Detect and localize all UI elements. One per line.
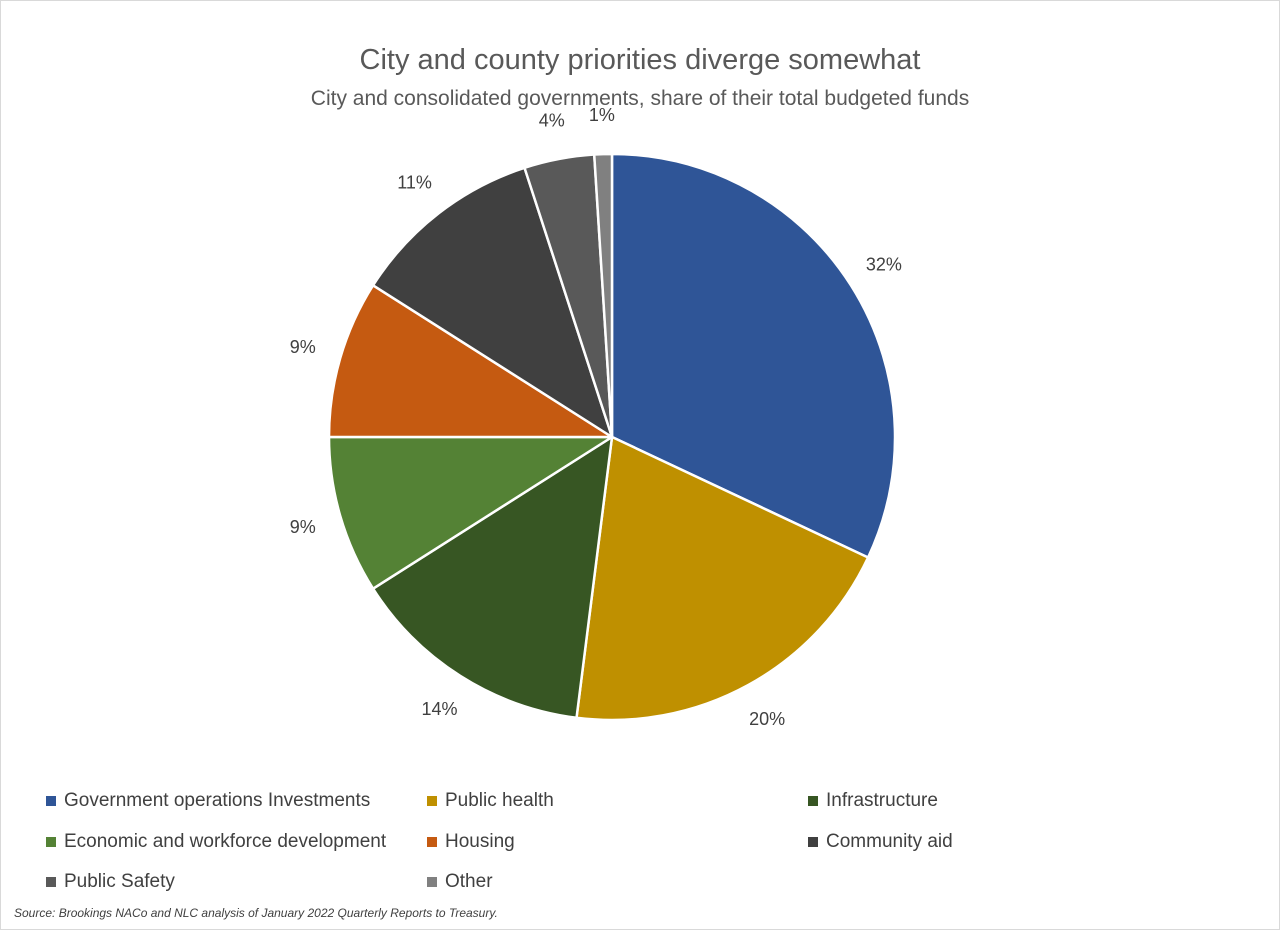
legend-swatch — [427, 877, 437, 887]
pie-slice-other — [592, 152, 614, 439]
legend-item: Infrastructure — [808, 789, 938, 813]
pie-slice-infrastructure — [371, 435, 614, 720]
legend-label: Housing — [445, 831, 515, 852]
chart-title: City and county priorities diverge somew… — [359, 44, 921, 76]
data-label: 11% — [397, 173, 432, 193]
data-label: 9% — [290, 517, 316, 537]
legend-item: Other — [427, 870, 493, 894]
legend-label: Infrastructure — [826, 790, 938, 811]
legend-label: Government operations Investments — [64, 790, 371, 811]
data-label: 14% — [421, 699, 457, 719]
pie-slice-economic-and-workforce-development — [327, 435, 614, 590]
legend-label: Public health — [445, 790, 554, 811]
legend-item: Community aid — [808, 830, 953, 854]
legend-swatch — [808, 837, 818, 847]
legend-swatch — [808, 796, 818, 806]
legend-item: Economic and workforce development — [46, 830, 386, 854]
legend-label: Economic and workforce development — [64, 831, 387, 852]
data-label: 9% — [290, 337, 316, 357]
chart-subtitle: City and consolidated governments, share… — [310, 87, 970, 110]
legend-swatch — [427, 796, 437, 806]
legend-item: Public health — [427, 789, 554, 813]
source-note: Source: Brookings NACo and NLC analysis … — [14, 906, 498, 920]
legend-swatch — [46, 877, 56, 887]
pie-slice-public-health — [575, 435, 870, 722]
legend-label: Community aid — [826, 831, 953, 852]
data-label: 32% — [866, 255, 902, 275]
pie-slice-community-aid — [371, 166, 614, 439]
legend-label: Public Safety — [64, 871, 175, 892]
pie-slice-government-operations-investments — [610, 152, 897, 559]
legend-swatch — [46, 837, 56, 847]
legend-label: Other — [445, 871, 493, 892]
legend-item: Government operations Investments — [46, 789, 370, 813]
legend-swatch — [427, 837, 437, 847]
data-label: 1% — [589, 105, 615, 125]
legend-item: Housing — [427, 830, 515, 854]
legend-item: Public Safety — [46, 870, 175, 894]
data-label: 20% — [749, 709, 785, 729]
data-label: 4% — [539, 111, 565, 131]
pie-slice-housing — [327, 284, 614, 439]
legend-swatch — [46, 796, 56, 806]
